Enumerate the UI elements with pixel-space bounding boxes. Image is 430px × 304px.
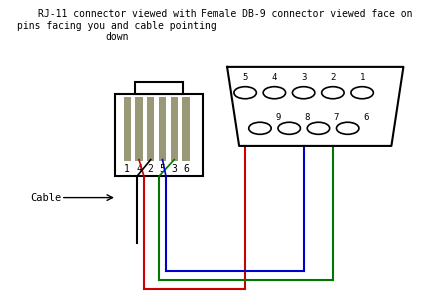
Text: 1: 1 — [124, 164, 130, 174]
Text: Cable: Cable — [31, 193, 62, 202]
Text: 4: 4 — [136, 164, 141, 174]
Text: 1: 1 — [359, 73, 364, 82]
Ellipse shape — [321, 87, 343, 99]
Bar — [115, 94, 203, 176]
Ellipse shape — [248, 122, 270, 134]
Bar — [147, 97, 154, 161]
Text: 8: 8 — [304, 113, 309, 122]
Ellipse shape — [277, 122, 300, 134]
Text: 6: 6 — [183, 164, 188, 174]
Bar — [182, 97, 189, 161]
Ellipse shape — [307, 122, 329, 134]
Bar — [159, 97, 166, 161]
Ellipse shape — [263, 87, 285, 99]
Bar — [123, 97, 130, 161]
Text: 6: 6 — [362, 113, 368, 122]
Ellipse shape — [336, 122, 358, 134]
Text: 5: 5 — [242, 73, 247, 82]
Text: 3: 3 — [300, 73, 306, 82]
Text: 4: 4 — [271, 73, 276, 82]
Text: RJ-11 connector viewed with
pins facing you and cable pointing
down: RJ-11 connector viewed with pins facing … — [17, 9, 216, 42]
Text: 2: 2 — [329, 73, 335, 82]
Text: 7: 7 — [333, 113, 338, 122]
Ellipse shape — [292, 87, 314, 99]
Text: Female DB-9 connector viewed face on: Female DB-9 connector viewed face on — [201, 9, 412, 19]
Text: 3: 3 — [171, 164, 177, 174]
Ellipse shape — [350, 87, 372, 99]
Text: 5: 5 — [159, 164, 165, 174]
Text: 9: 9 — [274, 113, 280, 122]
Bar — [135, 97, 142, 161]
Bar — [170, 97, 177, 161]
Bar — [135, 82, 183, 94]
Text: 2: 2 — [147, 164, 154, 174]
Ellipse shape — [233, 87, 256, 99]
